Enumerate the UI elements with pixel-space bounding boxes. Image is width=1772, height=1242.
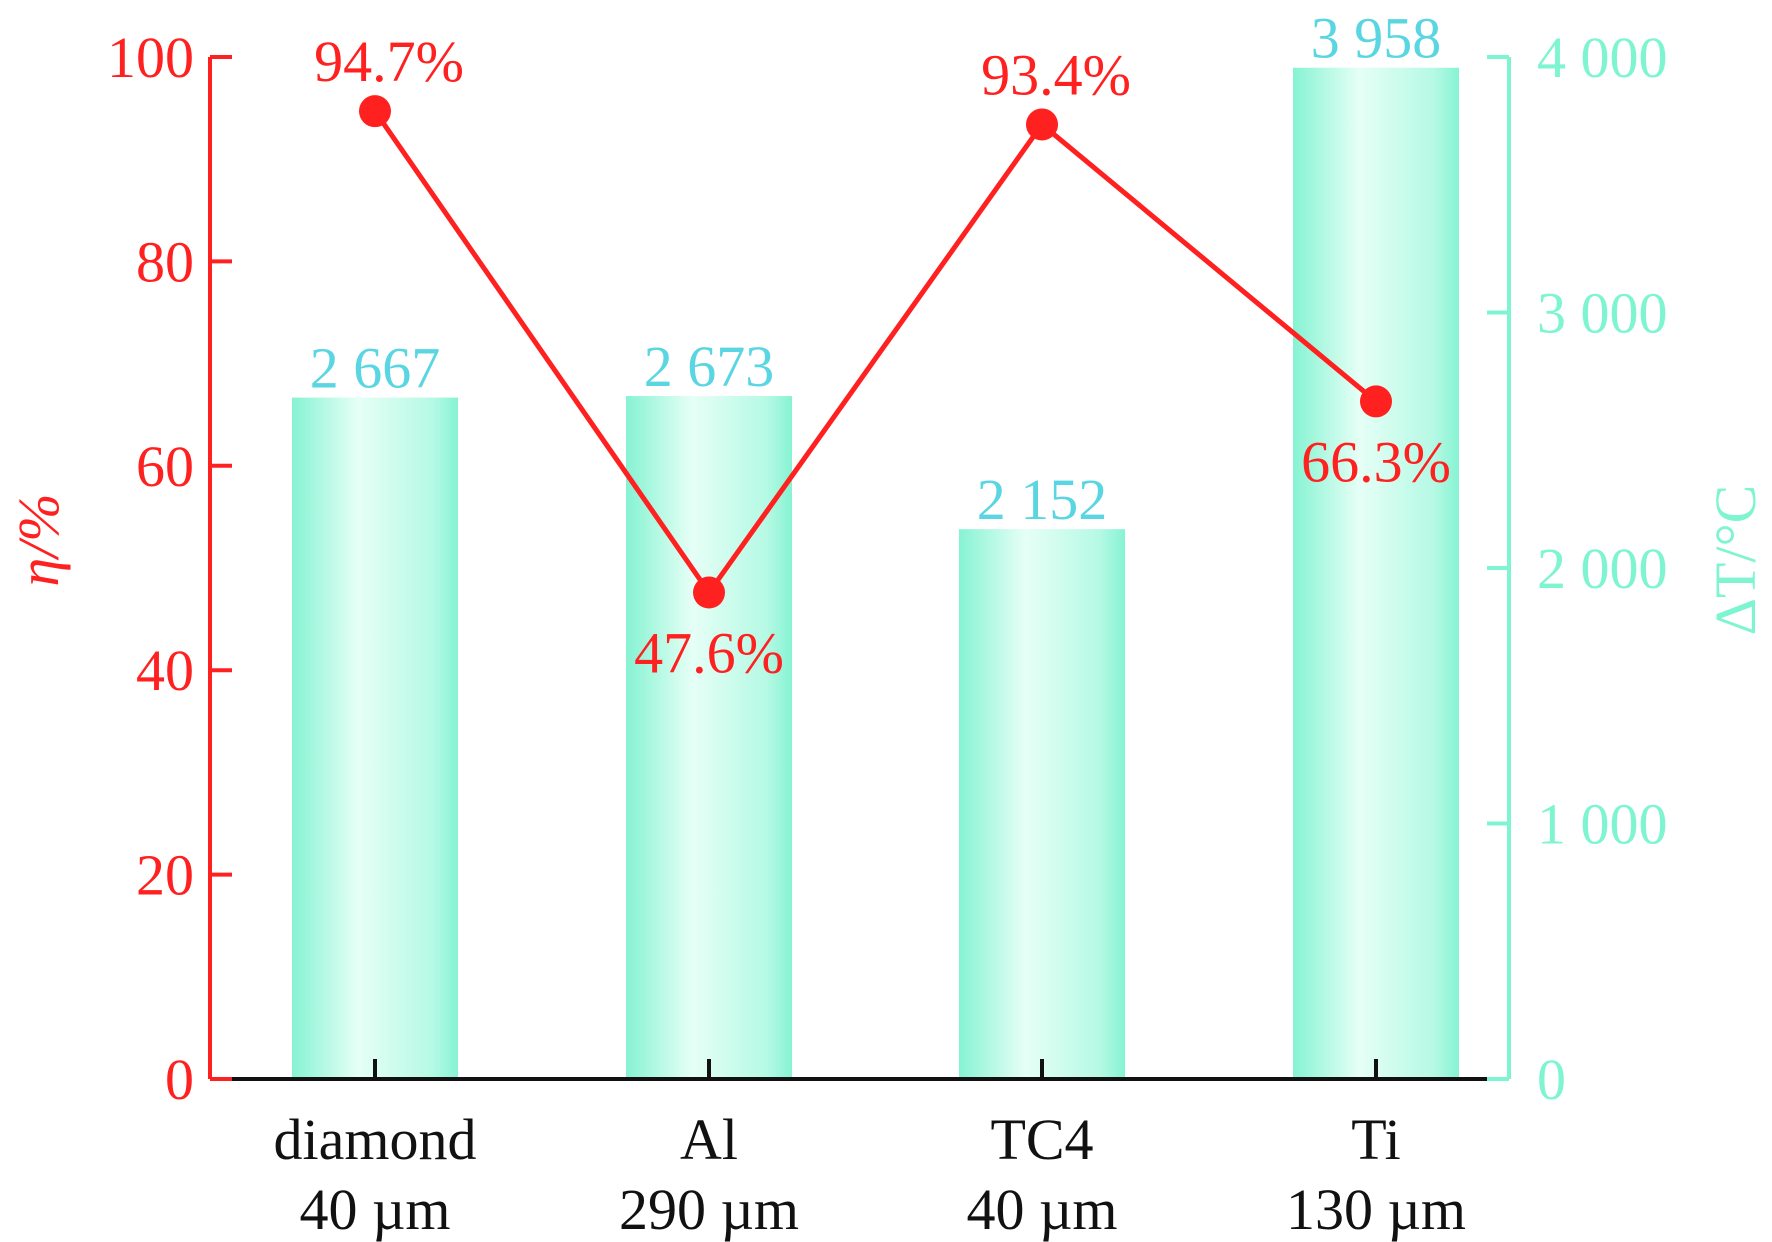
eta-point-2 — [1026, 108, 1058, 141]
bar-1 — [626, 396, 792, 1080]
left-tick-label: 100 — [107, 25, 194, 90]
right-tick-label: 0 — [1537, 1047, 1566, 1112]
x-tick-label: Ti — [1351, 1107, 1401, 1172]
left-axis-title: η/% — [6, 493, 71, 586]
bar-value-label: 2 667 — [310, 336, 441, 401]
eta-point-0 — [359, 95, 391, 128]
bar-value-label: 2 152 — [977, 467, 1108, 532]
x-tick-sublabel: 290 µm — [619, 1177, 799, 1242]
right-tick-label: 4 000 — [1537, 25, 1668, 90]
bar-3 — [1293, 67, 1459, 1079]
x-tick-label: Al — [680, 1107, 738, 1172]
eta-value-label: 93.4% — [981, 42, 1131, 107]
left-tick-label: 60 — [136, 434, 194, 499]
bar-value-label: 3 958 — [1311, 6, 1442, 71]
eta-line — [372, 109, 1378, 597]
eta-point-3 — [1360, 385, 1392, 418]
x-tick-sublabel: 40 µm — [299, 1177, 450, 1242]
bar-value-label: 2 673 — [644, 334, 775, 399]
eta-value-label: 94.7% — [314, 29, 464, 94]
left-tick-label: 0 — [165, 1047, 194, 1112]
x-tick-sublabel: 130 µm — [1286, 1177, 1466, 1242]
bar-0 — [292, 397, 458, 1079]
left-tick-label: 40 — [136, 638, 194, 703]
eta-value-label: 47.6% — [634, 621, 784, 686]
eta-value-label: 66.3% — [1301, 429, 1451, 494]
left-tick-label: 80 — [136, 229, 194, 294]
x-tick-sublabel: 40 µm — [966, 1177, 1117, 1242]
right-tick-label: 2 000 — [1537, 536, 1668, 601]
right-tick-label: 1 000 — [1537, 792, 1668, 857]
x-tick-label: TC4 — [990, 1107, 1093, 1172]
eta-point-1 — [693, 576, 725, 609]
left-tick-label: 20 — [136, 843, 194, 908]
bar-2 — [959, 529, 1125, 1079]
right-axis-title: ΔT/°C — [1703, 485, 1768, 636]
x-tick-label: diamond — [274, 1107, 477, 1172]
right-tick-label: 3 000 — [1537, 281, 1668, 346]
